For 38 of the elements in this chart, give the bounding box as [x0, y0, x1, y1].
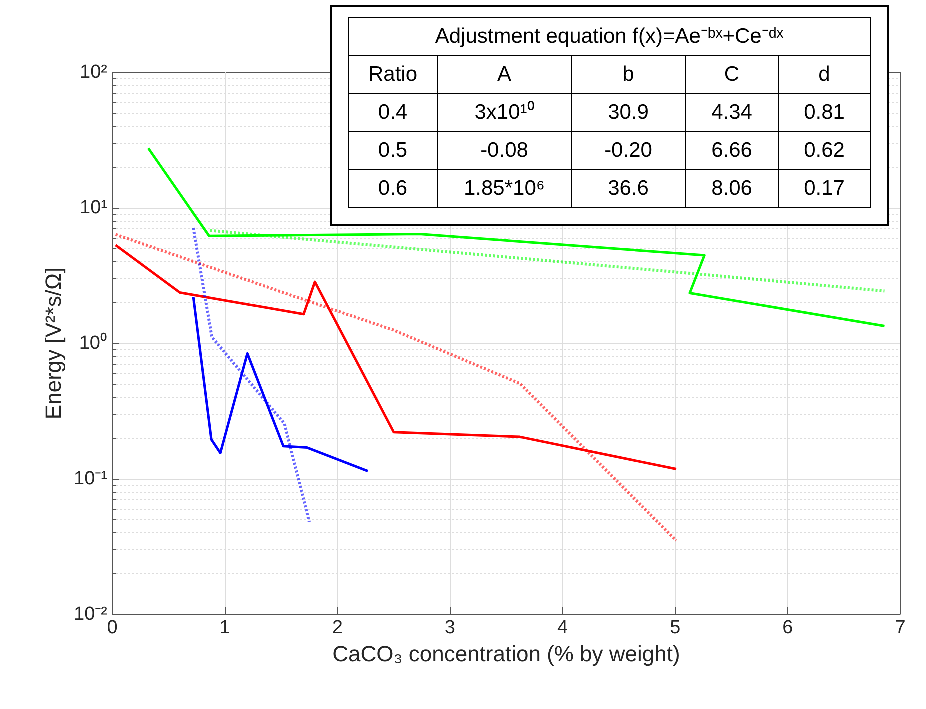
- y-tick-label: 10⁻¹: [74, 468, 108, 490]
- annotation: -0.20: [572, 132, 686, 170]
- annotation: 30.9: [572, 94, 686, 132]
- annotation: 8.06: [686, 170, 778, 208]
- annotation: 3x10¹⁰: [438, 94, 572, 132]
- annotation: Ratio: [348, 56, 438, 94]
- x-tick-label: 3: [444, 618, 456, 638]
- y-tick-label: 10¹: [80, 198, 108, 218]
- annotation: -0.08: [438, 132, 572, 170]
- annotation: 0.17: [778, 170, 870, 208]
- annotation: 6.66: [686, 132, 778, 170]
- annotation: 0.62: [778, 132, 870, 170]
- x-tick-label: 5: [670, 618, 681, 638]
- annotation: 1.85*10⁶: [438, 170, 572, 208]
- y-axis-title: Energy [V²*s/Ω]: [41, 267, 66, 420]
- annotation: d: [778, 56, 870, 94]
- x-tick-label: 7: [895, 618, 906, 638]
- annotation: C: [686, 56, 778, 94]
- x-tick-label: 1: [220, 618, 230, 638]
- x-tick-label: 6: [782, 618, 794, 638]
- text: Adjustment equation f(x)=Ae⁻ᵇˣ+Ce⁻ᵈˣ: [435, 24, 784, 48]
- annotation: b: [572, 56, 686, 94]
- x-axis-title: CaCO₃ concentration (% by weight): [332, 642, 680, 666]
- y-tick-label: 10⁰: [79, 332, 108, 354]
- x-tick-label: 2: [332, 618, 343, 638]
- annotation: 0.81: [778, 94, 870, 132]
- y-tick-label: 10⁻²: [74, 604, 108, 625]
- line-series: [114, 244, 678, 471]
- annotation: 0.4: [348, 94, 438, 132]
- annotation: A: [438, 56, 572, 94]
- line-series: [192, 296, 370, 473]
- annotation: 0.6: [348, 170, 438, 208]
- y-tick-label: 10²: [80, 62, 108, 83]
- annotation: 4.34: [686, 94, 778, 132]
- x-tick-label: 0: [107, 618, 118, 638]
- annotation: 0.5: [348, 132, 438, 170]
- x-tick-label: 4: [558, 618, 568, 638]
- annotation: 36.6: [572, 170, 686, 208]
